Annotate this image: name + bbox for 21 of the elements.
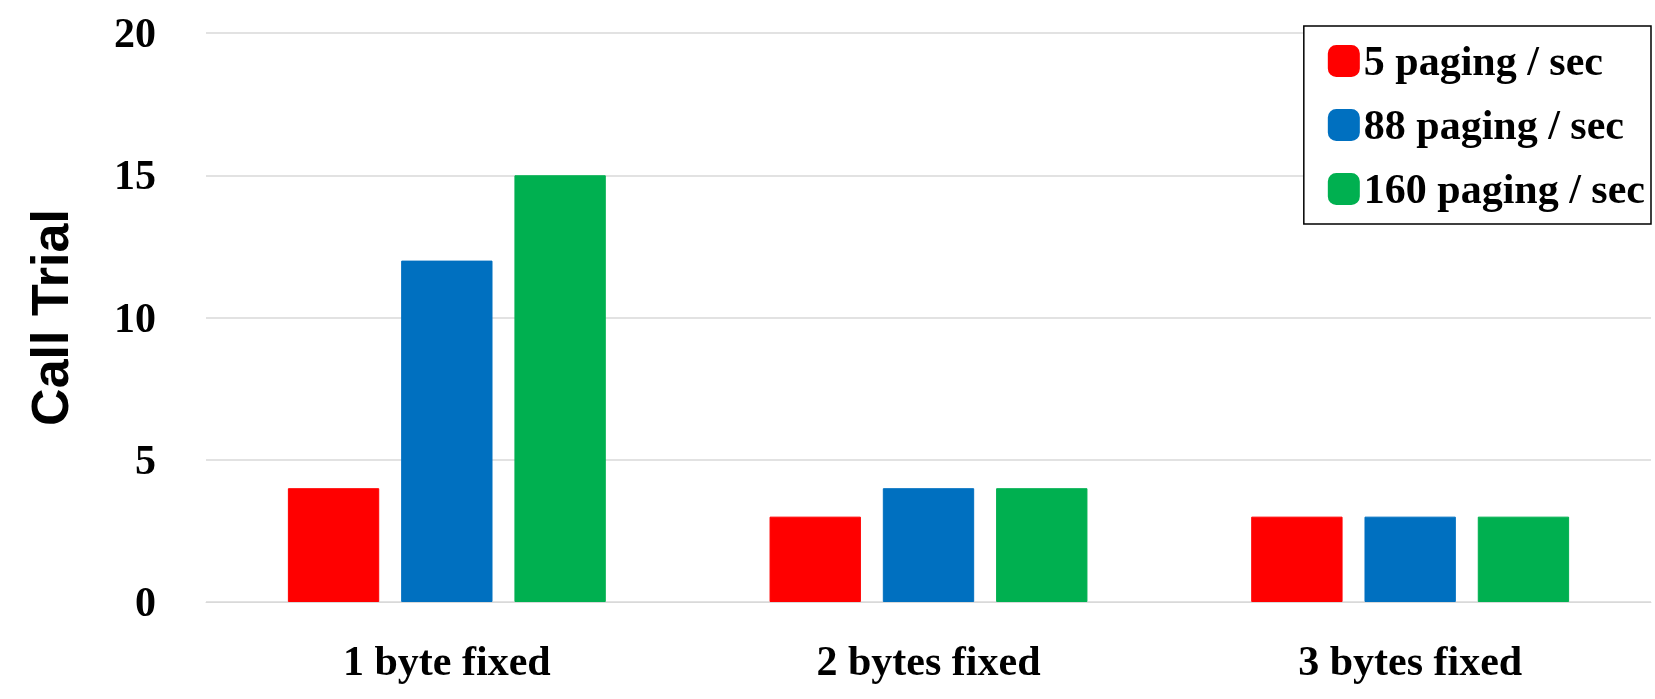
x-tick-label: 2 bytes fixed [816,638,1041,684]
y-tick-label: 10 [114,294,156,341]
bar [1251,516,1343,602]
y-axis-title: Call Trial [21,209,79,426]
x-tick-label: 1 byte fixed [343,638,551,684]
y-tick-label: 5 [135,436,156,483]
bar [1364,516,1456,602]
y-tick-label: 20 [114,10,156,56]
bar [996,488,1088,602]
bar [401,260,493,602]
y-tick-label: 0 [135,579,156,625]
bar [1477,516,1570,602]
legend-label: 160 paging / sec [1363,166,1645,212]
legend-label: 5 paging / sec [1363,38,1603,84]
y-tick-label: 15 [114,152,156,199]
x-tick-label: 3 bytes fixed [1298,638,1523,684]
bar [769,516,861,602]
bar [514,175,606,602]
bar [882,488,975,602]
bar [287,488,380,602]
legend-label: 88 paging / sec [1363,102,1624,148]
